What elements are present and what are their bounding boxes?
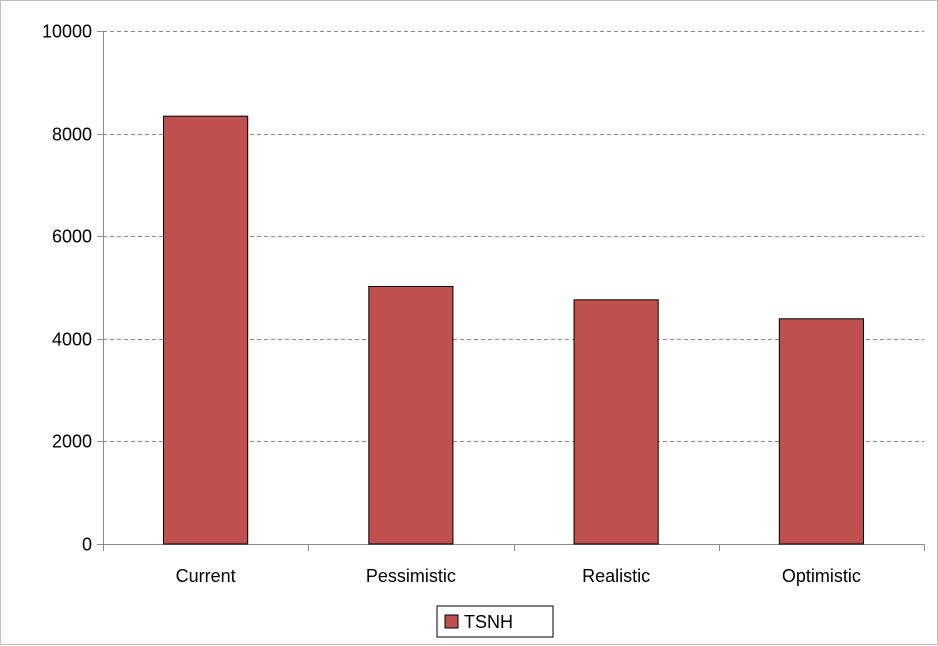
y-tick-label: 6000 (52, 227, 92, 247)
bar-optimistic (778, 318, 864, 545)
y-tick-label: 10000 (42, 22, 92, 42)
y-tick-label: 8000 (52, 125, 92, 145)
legend-swatch-tsnh (444, 614, 459, 629)
x-category-label: Optimistic (782, 566, 861, 586)
legend: TSNH (436, 605, 554, 638)
y-tick-label: 2000 (52, 432, 92, 452)
x-category-label: Realistic (582, 566, 650, 586)
bars (163, 115, 864, 545)
labels: 0 2000 4000 6000 8000 10000 Current Pessimistic… (42, 22, 861, 587)
y-tick-label: 4000 (52, 330, 92, 350)
bar-current (163, 115, 249, 545)
y-tick-label: 0 (82, 535, 92, 555)
x-category-label: Current (176, 566, 236, 586)
bar-pessimistic (368, 285, 454, 545)
legend-label-tsnh: TSNH (464, 612, 513, 632)
bar-realistic (573, 299, 659, 545)
x-category-label: Pessimistic (366, 566, 456, 586)
